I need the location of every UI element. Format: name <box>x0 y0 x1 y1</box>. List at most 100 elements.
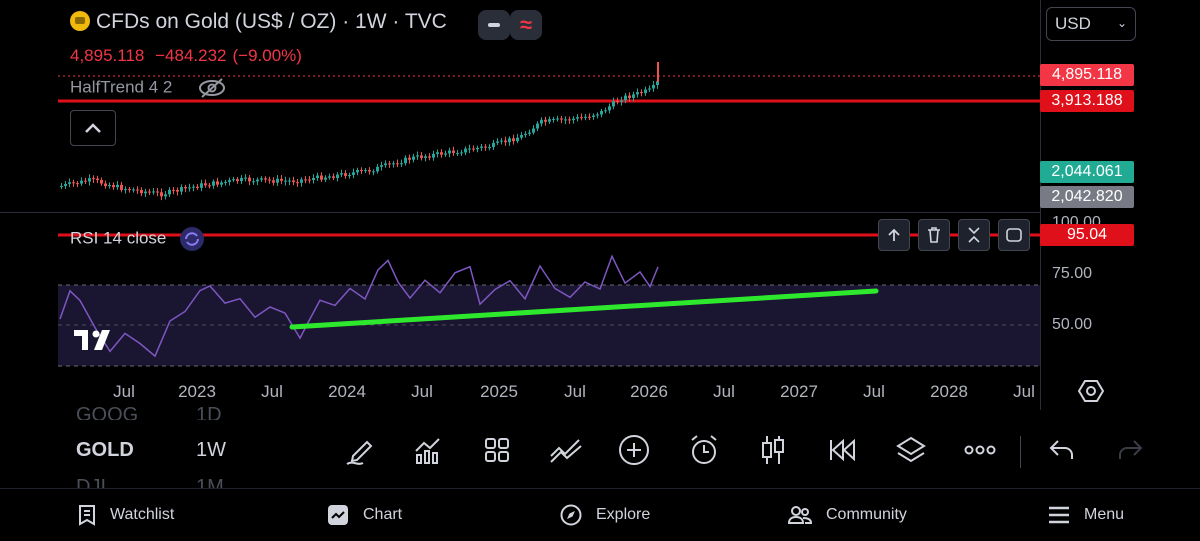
watchlist-next-symbol[interactable]: DJI <box>76 476 106 488</box>
candle <box>324 177 327 180</box>
candle <box>472 148 475 150</box>
time-label: Jul <box>113 382 135 401</box>
price-tag-last: 4,895.118 <box>1040 64 1134 86</box>
maximize-pane-button[interactable] <box>998 219 1030 251</box>
candle <box>496 141 499 143</box>
candle <box>160 192 163 197</box>
candle <box>200 183 203 188</box>
nav-watchlist[interactable]: Watchlist <box>78 489 174 541</box>
candle <box>480 146 483 148</box>
candle <box>548 119 551 122</box>
watchlist-next-interval[interactable]: 1M <box>196 476 224 488</box>
watchlist-icon <box>79 505 95 526</box>
compare-icon[interactable] <box>548 432 584 468</box>
loading-icon <box>180 227 205 251</box>
candle <box>92 178 95 180</box>
nav-community[interactable]: Community <box>788 489 907 541</box>
candle <box>364 170 367 172</box>
candle <box>304 179 307 181</box>
replay-icon[interactable] <box>824 432 860 468</box>
move-up-button[interactable] <box>878 219 910 251</box>
hamburger-icon <box>1049 506 1069 524</box>
trash-icon <box>928 227 940 243</box>
candle <box>272 180 275 183</box>
time-label: Jul <box>564 382 586 401</box>
candle <box>484 146 487 148</box>
price-chart[interactable] <box>0 0 1040 410</box>
pencil-icon[interactable] <box>342 432 378 468</box>
watchlist-prev-interval[interactable]: 1D <box>196 404 222 420</box>
time-label: Jul <box>863 382 885 401</box>
watchlist-prev-symbol[interactable]: GOOG <box>76 404 139 420</box>
candle <box>140 189 143 194</box>
indicator-label[interactable]: HalfTrend 4 2 <box>70 77 227 99</box>
candle <box>528 132 531 134</box>
eye-off-icon[interactable] <box>197 77 227 99</box>
candle <box>520 135 523 138</box>
candle <box>116 184 119 188</box>
candle <box>568 119 571 121</box>
collapse-button[interactable] <box>70 110 116 146</box>
candle <box>176 189 179 192</box>
candle <box>576 117 579 119</box>
symbol-title[interactable]: CFDs on Gold (US$ / OZ) · 1W · TVC <box>70 10 447 34</box>
candle <box>248 177 251 182</box>
rsi-level-50: 50.00 <box>1052 316 1093 333</box>
candle <box>360 170 363 172</box>
redo-icon[interactable] <box>1112 432 1148 468</box>
collapse-icon <box>968 227 980 243</box>
candle <box>624 95 627 101</box>
alert-icon[interactable] <box>686 432 722 468</box>
candle <box>532 128 535 133</box>
price-change-pct: (−9.00%) <box>232 46 302 65</box>
chart-icon <box>328 505 348 525</box>
collapse-pane-button[interactable] <box>958 219 990 251</box>
time-label: 2028 <box>930 382 968 401</box>
currency-select[interactable]: USD ⌄ <box>1046 7 1136 41</box>
more-icon[interactable] <box>962 432 998 468</box>
candle <box>628 95 631 98</box>
bottom-nav: Watchlist Chart Explore Community Menu <box>0 488 1200 541</box>
watchlist-current-symbol[interactable]: GOLD <box>76 439 134 461</box>
settings-icon[interactable] <box>1078 378 1104 404</box>
candle <box>632 94 635 98</box>
candle <box>340 173 343 175</box>
candle <box>344 173 347 176</box>
nav-menu[interactable]: Menu <box>1048 489 1124 541</box>
candle <box>100 180 103 184</box>
candle <box>284 180 287 182</box>
watchlist-current-interval[interactable]: 1W <box>196 439 226 461</box>
delete-pane-button[interactable] <box>918 219 950 251</box>
candle <box>308 179 311 181</box>
chart-pane[interactable] <box>0 0 1040 410</box>
nav-explore[interactable]: Explore <box>560 489 650 541</box>
candle <box>88 178 91 182</box>
nav-chart[interactable]: Chart <box>327 489 402 541</box>
price-tag-green: 2,044.061 <box>1040 161 1134 183</box>
wave-icon[interactable]: ≈ <box>510 10 542 40</box>
candle <box>556 118 559 120</box>
grid-icon[interactable] <box>479 432 515 468</box>
candle <box>432 153 435 158</box>
indicators-icon[interactable] <box>410 432 446 468</box>
layers-icon[interactable] <box>893 432 929 468</box>
candle <box>400 163 403 165</box>
pane-divider[interactable] <box>0 212 1040 213</box>
arrow-up-icon <box>888 228 900 241</box>
minimize-icon[interactable] <box>478 10 510 40</box>
rsi-label[interactable]: RSI 14 close <box>70 226 205 252</box>
add-icon[interactable] <box>616 432 652 468</box>
rsi-trendline <box>289 288 879 330</box>
undo-icon[interactable] <box>1044 432 1080 468</box>
candles <box>60 62 659 201</box>
toolbar-row <box>0 410 1200 488</box>
candle <box>144 191 147 194</box>
candle <box>168 189 171 195</box>
candle <box>376 166 379 172</box>
candle <box>544 119 547 122</box>
candle <box>384 163 387 166</box>
time-axis[interactable]: Jul 2023 Jul 2024 Jul 2025 Jul 2026 Jul … <box>0 372 1040 410</box>
candle <box>236 179 239 182</box>
candles-icon[interactable] <box>755 432 791 468</box>
candle <box>172 189 175 191</box>
